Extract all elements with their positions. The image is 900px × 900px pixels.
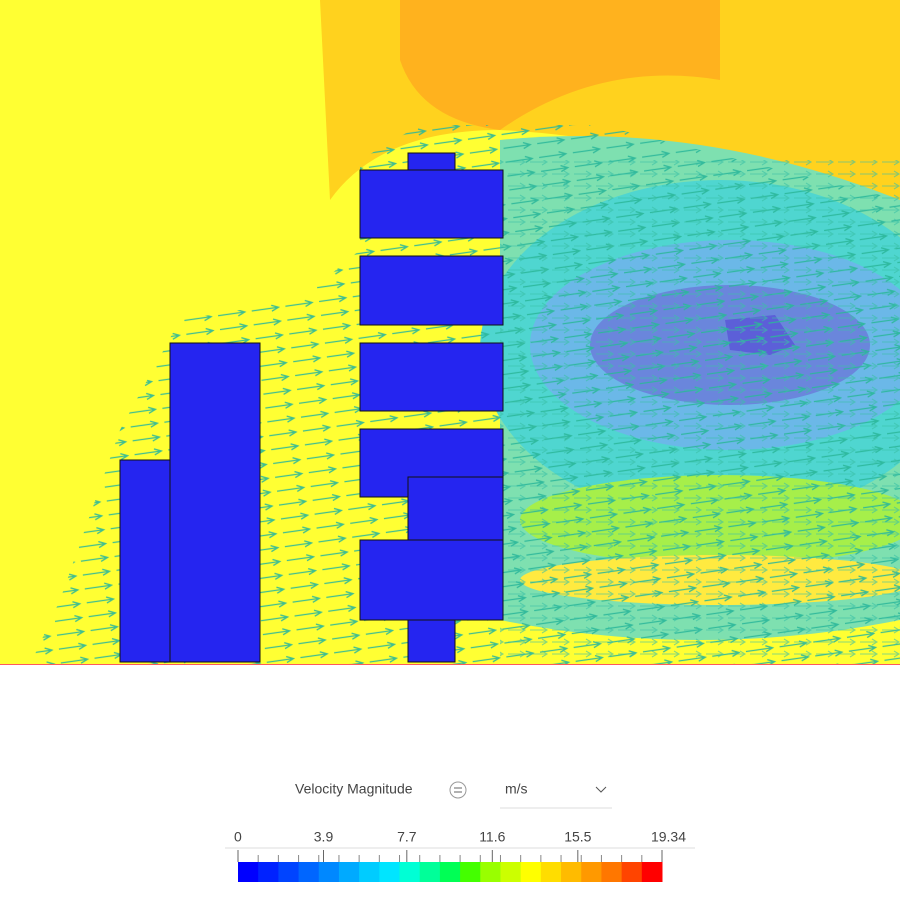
tick-label: 0 [234,829,242,845]
menu-icon[interactable] [449,781,467,799]
color-segment [540,862,562,882]
unit-label: m/s [505,781,528,797]
color-segment [621,862,643,882]
color-segment [601,862,623,882]
field-label: Velocity Magnitude [295,781,413,797]
color-segment [379,862,401,882]
color-segment [419,862,441,882]
color-segment [298,862,320,882]
color-segment [399,862,421,882]
tick-label: 7.7 [397,829,417,845]
buildings [119,152,504,663]
tick-label: 3.9 [314,829,334,845]
color-segment [561,862,582,882]
color-segment [238,862,259,882]
color-segment [338,862,360,882]
tick-label: 15.5 [564,829,591,845]
color-segment [359,862,380,882]
color-segment [278,862,300,882]
color-segment [581,862,602,882]
color-segment [641,862,663,882]
color-segment [480,862,501,882]
color-segment [520,862,542,882]
color-segment [439,862,461,882]
color-segment [460,862,481,882]
color-segment [318,862,340,882]
color-segment [258,862,279,882]
tick-label: 19.34 [651,829,686,845]
color-segment [500,862,522,882]
flow-field [0,0,900,665]
unit-dropdown[interactable]: m/s [500,781,612,809]
colorbar: 0 3.9 7.7 11.6 15.5 19.34 [225,829,695,882]
tick-label: 11.6 [479,829,505,845]
